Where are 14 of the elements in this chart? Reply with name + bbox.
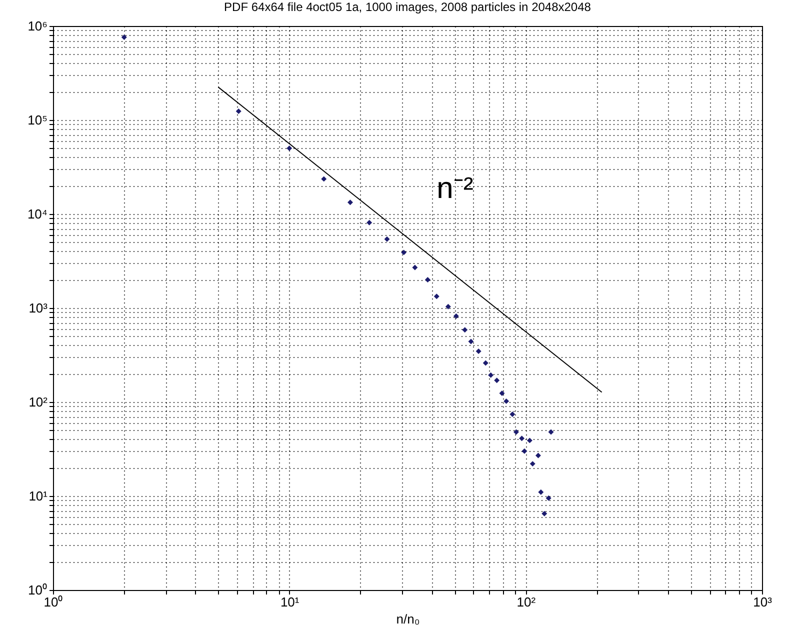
y-tick-label: 10⁴ — [27, 206, 48, 222]
y-tick-label: 10⁶ — [28, 18, 48, 34]
y-tick-label: 10² — [28, 394, 48, 410]
y-tick-label: 10³ — [28, 300, 48, 316]
x-tick-label: 10⁰ — [44, 594, 64, 610]
chart-title: PDF 64x64 file 4oct05 1a, 1000 images, 2008 particles in 2048x2048 — [224, 0, 592, 14]
x-axis-title: n/n₀ — [396, 612, 420, 626]
x-tick-label: 10³ — [753, 594, 773, 610]
y-tick-label: 10¹ — [28, 488, 48, 504]
x-tick-label: 10¹ — [280, 594, 300, 610]
y-tick-label: 10⁵ — [28, 112, 48, 128]
x-tick-label: 10² — [516, 594, 536, 610]
annotation: n⁻² — [436, 172, 474, 205]
y-tick-label: 10⁰ — [28, 582, 48, 598]
